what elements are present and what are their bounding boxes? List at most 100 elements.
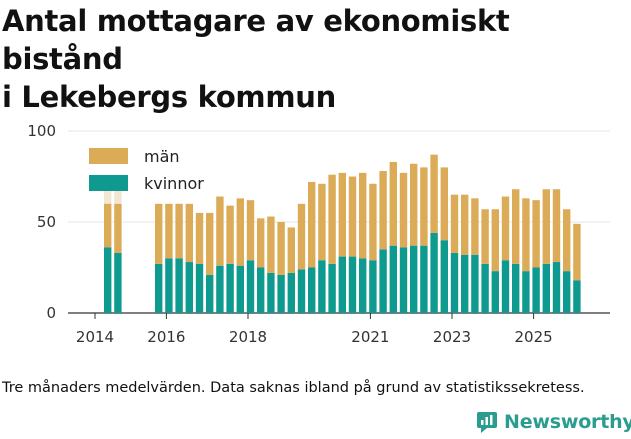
bar-kvinnor[interactable] — [552, 262, 561, 313]
bar-man[interactable] — [328, 174, 336, 264]
bar-man[interactable] — [420, 167, 428, 246]
bar-man[interactable] — [491, 209, 499, 272]
x-tick-label: 2021 — [351, 328, 389, 346]
bar-man[interactable] — [277, 222, 285, 275]
bar-man[interactable] — [175, 203, 183, 259]
bar-kvinnor[interactable] — [359, 258, 367, 313]
bar-kvinnor[interactable] — [399, 247, 408, 313]
x-tick-label: 2018 — [229, 328, 267, 346]
bar-man[interactable] — [185, 203, 193, 263]
chart-title: Antal mottagare av ekonomiskt bistånd i … — [2, 2, 628, 116]
bar-man[interactable] — [481, 209, 489, 264]
bar-man[interactable] — [563, 209, 571, 272]
bar-man[interactable] — [338, 172, 346, 257]
legend-swatch-kvinnor — [89, 175, 128, 191]
bar-kvinnor[interactable] — [491, 271, 499, 313]
chart-title-line-2: i Lekebergs kommun — [2, 80, 336, 114]
bar-kvinnor[interactable] — [277, 274, 285, 313]
bar-kvinnor[interactable] — [185, 262, 193, 313]
bar-kvinnor[interactable] — [471, 254, 479, 313]
bar-kvinnor[interactable] — [379, 249, 387, 313]
bar-man[interactable] — [297, 203, 306, 270]
bar-kvinnor[interactable] — [522, 271, 530, 313]
bar-kvinnor[interactable] — [410, 245, 418, 313]
bar-man[interactable] — [410, 163, 418, 246]
bar-man[interactable] — [206, 212, 214, 275]
bar-kvinnor[interactable] — [440, 240, 448, 313]
bar-man[interactable] — [471, 198, 479, 255]
bar-kvinnor[interactable] — [501, 260, 510, 313]
bar-man[interactable] — [379, 171, 387, 250]
bar-kvinnor[interactable] — [155, 263, 163, 313]
bar-faded-top — [104, 189, 112, 204]
bar-kvinnor[interactable] — [308, 267, 316, 314]
bar-man[interactable] — [114, 203, 122, 253]
bar-kvinnor[interactable] — [389, 245, 397, 313]
bar-kvinnor[interactable] — [206, 274, 214, 313]
bar-kvinnor[interactable] — [563, 271, 571, 313]
x-tick-label: 2016 — [147, 328, 185, 346]
bar-kvinnor[interactable] — [195, 263, 204, 313]
bar-kvinnor[interactable] — [165, 258, 173, 313]
bar-kvinnor[interactable] — [104, 247, 112, 313]
bar-man[interactable] — [552, 189, 561, 263]
bar-man[interactable] — [532, 200, 540, 268]
bar-man[interactable] — [165, 203, 173, 259]
bar-man[interactable] — [369, 183, 377, 261]
bar-kvinnor[interactable] — [216, 265, 224, 313]
bar-kvinnor[interactable] — [573, 280, 581, 313]
bar-kvinnor[interactable] — [287, 272, 295, 313]
bar-kvinnor[interactable] — [297, 269, 306, 313]
bar-kvinnor[interactable] — [348, 256, 357, 313]
bar-man[interactable] — [501, 196, 510, 261]
bar-kvinnor[interactable] — [338, 256, 346, 313]
bar-man[interactable] — [195, 212, 204, 264]
bar-kvinnor[interactable] — [226, 263, 234, 313]
bar-kvinnor[interactable] — [257, 267, 265, 314]
bar-man[interactable] — [348, 176, 357, 257]
bar-kvinnor[interactable] — [430, 232, 438, 313]
bar-man[interactable] — [287, 227, 295, 273]
stacked-bar-chart: 0 50 100 2014 2016 2018 2021 2023 2025 män kvinnor — [27, 122, 610, 346]
bar-man[interactable] — [216, 196, 224, 266]
bar-man[interactable] — [542, 189, 550, 264]
bar-kvinnor[interactable] — [512, 263, 520, 313]
bar-man[interactable] — [267, 216, 275, 273]
bar-man[interactable] — [155, 203, 163, 264]
bar-faded-top — [114, 189, 122, 204]
bar-kvinnor[interactable] — [267, 272, 275, 313]
bar-kvinnor[interactable] — [246, 260, 255, 313]
x-tick-label: 2023 — [433, 328, 471, 346]
bar-man[interactable] — [522, 198, 530, 272]
bar-kvinnor[interactable] — [461, 254, 469, 313]
bar-man[interactable] — [389, 161, 397, 246]
bar-man[interactable] — [440, 167, 448, 241]
bar-man[interactable] — [512, 189, 520, 264]
bar-man[interactable] — [359, 172, 367, 259]
bar-kvinnor[interactable] — [318, 260, 326, 313]
bar-man[interactable] — [573, 223, 581, 281]
bar-kvinnor[interactable] — [328, 263, 336, 313]
bar-man[interactable] — [226, 205, 234, 264]
bar-man[interactable] — [236, 198, 244, 266]
bar-man[interactable] — [246, 200, 255, 261]
bar-kvinnor[interactable] — [481, 263, 489, 313]
bar-kvinnor[interactable] — [542, 263, 550, 313]
bar-man[interactable] — [461, 194, 469, 255]
bar-man[interactable] — [450, 194, 459, 253]
bar-man[interactable] — [318, 183, 326, 261]
bar-man[interactable] — [399, 172, 408, 248]
bar-kvinnor[interactable] — [532, 267, 540, 314]
bar-kvinnor[interactable] — [369, 260, 377, 313]
y-tick-label: 50 — [37, 213, 56, 231]
bar-kvinnor[interactable] — [236, 265, 244, 313]
bar-man[interactable] — [308, 181, 316, 268]
bar-kvinnor[interactable] — [420, 245, 428, 313]
bar-kvinnor[interactable] — [175, 258, 183, 313]
bar-man[interactable] — [257, 218, 265, 268]
bar-kvinnor[interactable] — [450, 252, 459, 313]
bar-man[interactable] — [104, 203, 112, 248]
brand-logo: Newsworthy — [476, 407, 631, 437]
bar-man[interactable] — [430, 154, 438, 233]
bar-kvinnor[interactable] — [114, 252, 122, 313]
